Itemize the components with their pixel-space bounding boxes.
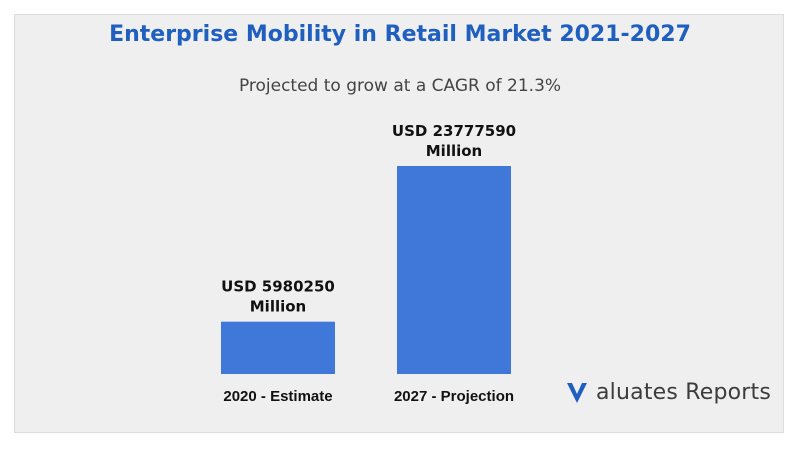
- valuates-v-logo-icon: [567, 382, 587, 403]
- bar-value-label: USD 23777590 Million: [392, 122, 516, 160]
- valuates-logo: aluates Reports: [566, 380, 771, 405]
- bar-2: [397, 166, 511, 374]
- logo-text: aluates Reports: [596, 380, 772, 405]
- bar-1: [221, 321, 335, 374]
- category-label: 2020 - Estimate: [223, 388, 332, 405]
- category-label: 2027 - Projection: [394, 388, 514, 405]
- bar-value-label: USD 5980250 Million: [221, 278, 335, 316]
- chart-title: Enterprise Mobility in Retail Market 202…: [109, 22, 691, 47]
- chart-subtitle: Projected to grow at a CAGR of 21.3%: [238, 76, 562, 96]
